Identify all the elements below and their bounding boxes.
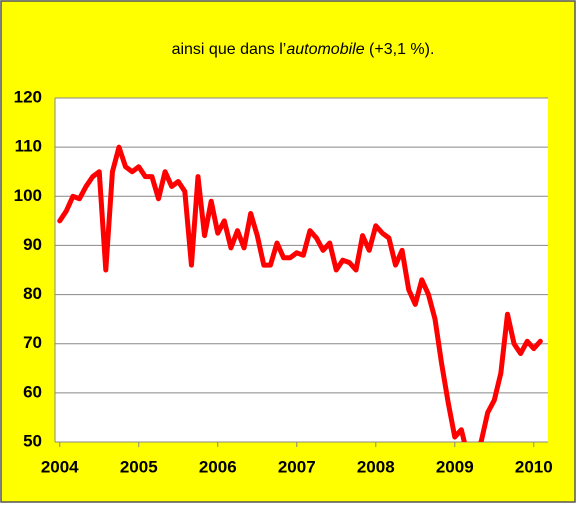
y-tick-label: 50 [23,431,42,450]
data-line [57,144,543,442]
title-part: automobile [286,41,364,58]
y-tick-label: 110 [15,137,42,156]
y-tick-label: 80 [23,284,42,303]
x-tick-label: 2010 [515,457,553,476]
x-tick-label: 2009 [436,457,474,476]
title-part: (+3,1 %). [365,41,435,58]
x-tick-label: 2006 [199,457,237,476]
x-tick-label: 2007 [278,457,316,476]
plot-area [55,98,548,442]
y-tick-label: 120 [14,87,42,106]
y-tick-label: 60 [23,382,42,401]
x-tick-label: 2004 [41,457,79,476]
y-tick-label: 90 [23,235,42,254]
y-tick-label: 70 [23,333,42,352]
x-tick-label: 2005 [120,457,158,476]
y-tick-label: 100 [14,186,42,205]
x-tick-label: 2008 [357,457,395,476]
title-part: ainsi que dans l’ [172,41,287,58]
chart-title: ainsi que dans l’automobile (+3,1 %). [172,41,435,58]
